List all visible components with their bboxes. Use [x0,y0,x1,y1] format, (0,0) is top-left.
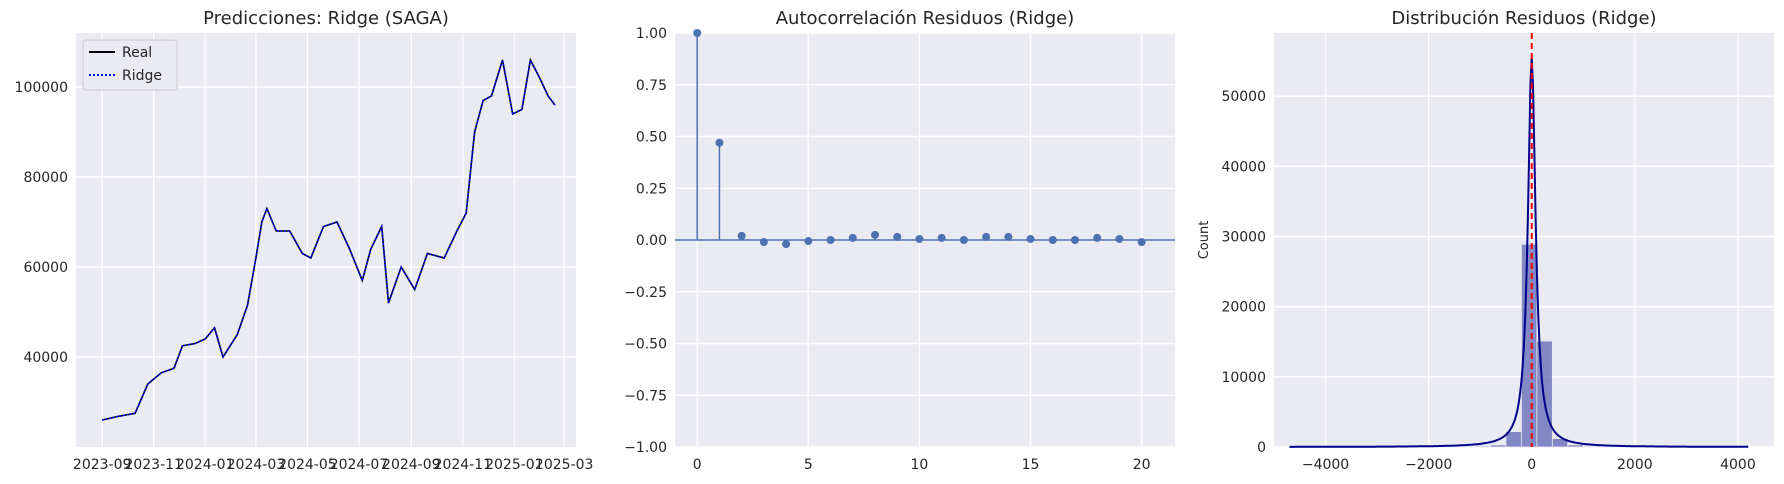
y-tick-label: 20000 [1221,300,1266,316]
acf-point [782,240,791,249]
y-tick-label: 0 [1257,440,1266,456]
acf-point [1093,233,1102,242]
y-tick-label: 0.25 [636,181,667,197]
acf-point [804,237,813,246]
acf-point [982,232,991,241]
plot-area [76,33,576,447]
x-tick-label: −4000 [1302,457,1349,473]
y-tick-label: −1.00 [624,440,667,456]
y-tick-label: −0.75 [624,388,667,404]
x-tick-label: 4000 [1720,457,1756,473]
y-axis-label: Count [1197,221,1212,260]
y-tick-label: 0.00 [636,233,667,249]
acf-point [1004,232,1013,241]
histogram-bar [1567,444,1584,448]
x-tick-labels: 0 5 10 15 20 [693,457,1151,473]
acf-point [737,231,746,240]
y-tick-labels: 0 10000 20000 30000 40000 50000 [1221,89,1266,456]
chart-title: Autocorrelación Residuos (Ridge) [776,8,1075,29]
acf-point [715,138,724,147]
acf-chart: −1.00 −0.75 −0.50 −0.25 0.00 0.25 0.50 0.75 1.00… [624,8,1175,473]
legend-label-real: Real [122,45,152,61]
x-tick-label: −2000 [1405,457,1452,473]
histogram-bar [1551,438,1569,448]
x-tick-label: 15 [1022,457,1040,473]
acf-point [1048,236,1057,244]
chart-title: Distribución Residuos (Ridge) [1391,8,1656,29]
y-tick-label: 0.50 [636,130,667,146]
x-tick-label: 0 [1527,457,1536,473]
acf-point [1026,234,1035,243]
y-tick-label: 0.75 [636,78,667,94]
x-tick-label: 2025-03 [535,457,594,473]
y-tick-label: 40000 [23,350,68,366]
histogram-bar [1582,445,1600,448]
histogram-bar [1474,445,1491,448]
x-tick-label: 2024-09 [382,457,441,473]
acf-point [871,230,879,239]
acf-point [759,238,768,247]
chart-title: Predicciones: Ridge (SAGA) [203,8,449,29]
series-lines [102,57,556,421]
y-tick-label: 1.00 [636,26,667,42]
y-tick-label: 50000 [1221,89,1266,105]
y-tick-label: 80000 [23,170,68,186]
y-tick-label: 30000 [1221,229,1266,245]
acf-point [1071,236,1079,244]
acf-point [893,232,902,241]
y-tick-label: 40000 [1221,159,1266,175]
x-tick-label: 10 [911,457,929,473]
x-tick-label: 2023-09 [73,457,132,473]
histogram-bar [1505,431,1522,448]
kde-line [1289,57,1749,448]
residuals-histogram: 0 10000 20000 30000 40000 50000 −4000 −2000 0 20… [1197,8,1774,473]
kde-curve [1289,57,1749,448]
acf-stems [675,29,1175,249]
x-tick-labels: −4000 −2000 0 2000 4000 [1302,457,1756,473]
x-tick-label: 2024-05 [278,457,337,473]
histogram-bar [1459,445,1476,448]
acf-point [915,234,924,243]
acf-point [959,236,968,244]
acf-point [826,236,835,244]
x-tick-label: 2024-01 [176,457,235,473]
acf-point [937,233,946,242]
legend-label-ridge: Ridge [122,68,162,84]
x-tick-label: 2024-03 [227,457,286,473]
y-tick-label: −0.25 [624,285,667,301]
series-line-ridge [102,57,556,421]
x-tick-label: 20 [1133,457,1151,473]
x-tick-label: 2024-11 [434,457,493,473]
x-tick-label: 0 [693,457,702,473]
x-tick-label: 2024-07 [330,457,389,473]
histogram-bar [1490,444,1507,448]
legend: Real Ridge [82,39,178,91]
y-tick-label: 100000 [15,80,68,96]
histogram-bar [1536,340,1553,448]
acf-point [848,233,857,242]
y-tick-labels: −1.00 −0.75 −0.50 −0.25 0.00 0.25 0.50 0.75 1.00 [624,26,667,456]
y-tick-label: −0.50 [624,337,667,353]
x-tick-labels: 2023-092023-112024-012024-032024-052024-… [73,457,593,473]
acf-point [693,29,702,37]
acf-point [1115,234,1124,243]
y-tick-label: 60000 [23,260,68,276]
y-tick-label: 10000 [1221,370,1266,386]
x-tick-label: 2000 [1617,457,1653,473]
x-tick-label: 2025-01 [485,457,544,473]
y-tick-labels: 40000 60000 80000 100000 [15,80,68,366]
gridlines [76,33,576,447]
x-tick-label: 2023-11 [124,457,183,473]
x-tick-label: 5 [804,457,813,473]
acf-point [1137,238,1146,247]
